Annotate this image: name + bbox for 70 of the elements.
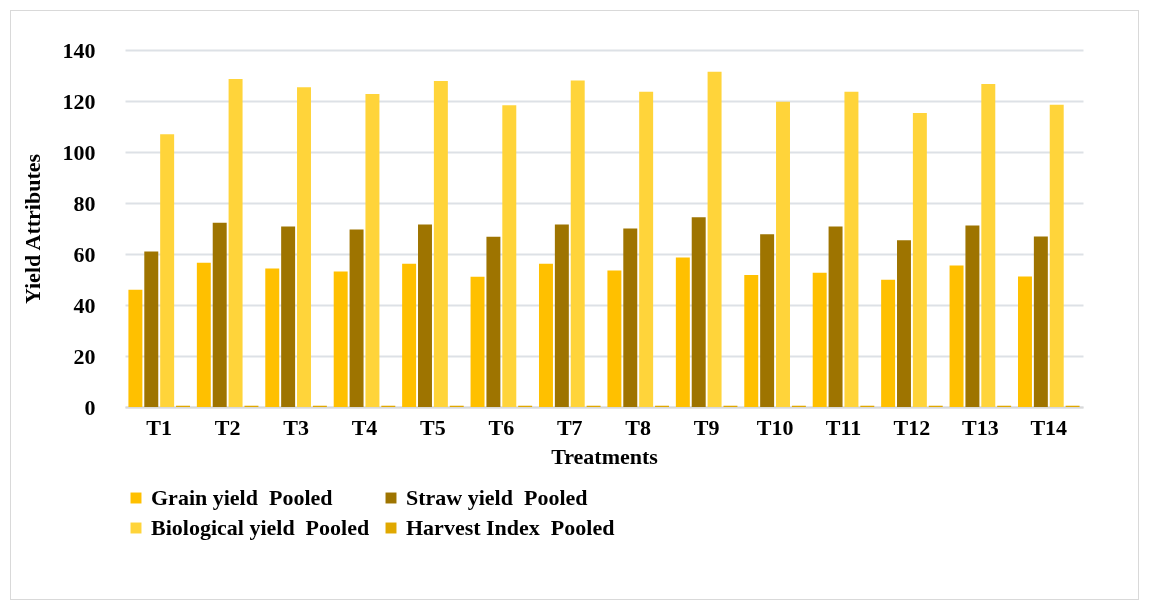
bar xyxy=(744,274,759,407)
bar xyxy=(776,101,790,407)
bar xyxy=(828,226,843,407)
bar xyxy=(265,268,280,407)
bar xyxy=(707,71,722,407)
bar xyxy=(675,257,690,407)
bar xyxy=(812,272,827,407)
bar xyxy=(981,83,996,407)
legend-label: Straw yield Pooled xyxy=(406,485,588,510)
y-axis-title: Yield Attributes xyxy=(19,153,45,305)
bar xyxy=(538,263,553,407)
y-tick-label: 80 xyxy=(73,190,96,216)
x-tick-label: T6 xyxy=(488,414,515,440)
bar xyxy=(281,226,296,407)
x-tick-label: T1 xyxy=(146,414,173,440)
bar xyxy=(196,262,211,407)
bar xyxy=(228,79,243,407)
x-tick-label: T4 xyxy=(351,414,378,440)
legend-label: Grain yield Pooled xyxy=(151,485,333,510)
x-tick-label: T9 xyxy=(693,414,720,440)
bar xyxy=(297,87,311,407)
bar xyxy=(160,134,175,407)
bar xyxy=(607,270,622,407)
x-tick-label: T5 xyxy=(420,414,446,440)
bar xyxy=(623,228,638,407)
legend-label: Biological yield Pooled xyxy=(151,515,370,540)
bar xyxy=(433,81,448,407)
bar xyxy=(470,276,485,407)
bar xyxy=(881,279,896,407)
y-tick-label: 0 xyxy=(84,394,96,420)
bar xyxy=(365,94,380,407)
y-tick-label: 140 xyxy=(62,37,96,63)
y-tick-label: 60 xyxy=(73,241,96,267)
bar xyxy=(897,240,911,407)
x-tick-label: T14 xyxy=(1030,414,1068,440)
legend-label: Harvest Index Pooled xyxy=(406,515,615,540)
bar xyxy=(349,229,364,407)
bar xyxy=(502,105,517,407)
x-tick-label: T8 xyxy=(625,414,652,440)
y-tick-label: 100 xyxy=(62,139,96,165)
y-tick-label: 120 xyxy=(62,88,96,114)
x-tick-label: T10 xyxy=(756,414,794,440)
x-tick-label: T13 xyxy=(962,414,999,440)
bar xyxy=(1049,104,1064,407)
x-tick-label: T7 xyxy=(556,414,583,440)
bar xyxy=(486,236,501,407)
bar xyxy=(212,222,227,407)
bar xyxy=(128,289,143,407)
bar xyxy=(949,265,964,407)
bar xyxy=(912,112,927,407)
y-tick-label: 40 xyxy=(73,292,96,318)
bar xyxy=(965,225,980,407)
bar xyxy=(333,271,348,407)
bar xyxy=(418,224,432,407)
bar xyxy=(554,224,569,407)
y-tick-label: 20 xyxy=(73,343,96,369)
bar xyxy=(144,251,159,407)
bar xyxy=(402,263,417,407)
x-axis-title: Treatments xyxy=(551,443,659,469)
x-tick-label: T12 xyxy=(893,414,931,440)
bar xyxy=(570,80,585,407)
x-tick-label: T3 xyxy=(283,414,309,440)
bar xyxy=(639,91,654,407)
bar xyxy=(844,91,859,407)
bar xyxy=(760,234,775,407)
bar xyxy=(1033,236,1048,407)
bar xyxy=(691,217,706,407)
x-tick-label: T11 xyxy=(825,414,862,440)
x-tick-label: T2 xyxy=(214,414,241,440)
bar xyxy=(1017,276,1032,407)
